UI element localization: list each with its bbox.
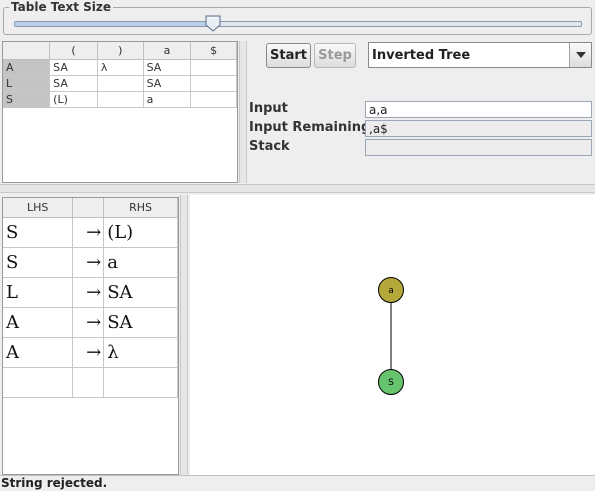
grammar-header-lhs[interactable]: LHS bbox=[3, 198, 74, 218]
parse-table-row: A SA λ SA bbox=[3, 59, 237, 76]
input-field[interactable]: a,a bbox=[365, 101, 592, 118]
main-split-divider[interactable] bbox=[0, 184, 595, 193]
parse-table-header-lparen: ( bbox=[49, 42, 98, 60]
grammar-rhs-cell[interactable]: λ bbox=[103, 337, 178, 368]
grammar-arrow-cell: → bbox=[72, 217, 105, 248]
parse-table-header-a: a bbox=[143, 42, 192, 60]
grammar-row[interactable]: A → λ bbox=[3, 337, 178, 368]
parse-table-header-rparen: ) bbox=[97, 42, 144, 60]
parse-table-header-row: ( ) a $ bbox=[3, 42, 237, 60]
stack-label: Stack bbox=[249, 139, 290, 154]
grammar-rhs-cell[interactable]: SA bbox=[103, 277, 178, 308]
parse-tree-view: a S bbox=[190, 195, 595, 475]
parse-table-row-head: A bbox=[3, 59, 51, 76]
grammar-header-row: LHS RHS bbox=[3, 198, 178, 218]
step-button[interactable]: Step bbox=[314, 43, 356, 68]
parse-table-row-head: S bbox=[3, 91, 51, 108]
grammar-row[interactable]: S → (L) bbox=[3, 217, 178, 248]
table-text-size-title: Table Text Size bbox=[9, 0, 114, 14]
chevron-down-icon[interactable] bbox=[569, 43, 591, 67]
grammar-panel: LHS RHS S → (L) S → a L → SA A bbox=[2, 197, 179, 475]
parse-table-cell[interactable]: SA bbox=[49, 59, 98, 76]
stack-field bbox=[365, 139, 592, 156]
parse-table-cell[interactable]: λ bbox=[97, 59, 144, 76]
status-message: String rejected. bbox=[0, 475, 595, 491]
parse-table-cell[interactable] bbox=[190, 91, 237, 108]
parse-table-row-head: L bbox=[3, 75, 51, 92]
text-size-slider-thumb[interactable] bbox=[205, 15, 221, 32]
table-text-size-group: Table Text Size bbox=[3, 0, 592, 35]
grammar-lhs-cell[interactable]: S bbox=[3, 247, 74, 278]
parse-table-row: L SA SA bbox=[3, 75, 237, 92]
grammar-rhs-cell[interactable]: a bbox=[103, 247, 178, 278]
parse-table-cell[interactable]: SA bbox=[143, 59, 192, 76]
grammar-rhs-cell[interactable]: (L) bbox=[103, 217, 178, 248]
top-split-divider[interactable] bbox=[239, 41, 247, 183]
parse-table-header-dollar: $ bbox=[190, 42, 237, 60]
grammar-arrow-cell: → bbox=[72, 277, 105, 308]
parse-table: ( ) a $ A SA λ SA L SA SA S bbox=[3, 42, 237, 108]
tree-node-top[interactable]: a bbox=[378, 277, 404, 303]
grammar-lhs-cell[interactable] bbox=[3, 367, 74, 398]
grammar-row[interactable]: L → SA bbox=[3, 277, 178, 308]
view-mode-select[interactable]: Inverted Tree bbox=[368, 42, 592, 68]
grammar-lhs-cell[interactable]: A bbox=[3, 337, 74, 368]
tree-node-bottom-circle bbox=[378, 369, 404, 395]
grammar-lhs-cell[interactable]: L bbox=[3, 277, 74, 308]
parse-table-cell[interactable] bbox=[97, 91, 144, 108]
tree-node-bottom-label: S bbox=[388, 378, 394, 388]
parse-table-header-corner bbox=[3, 42, 51, 60]
input-remaining-field: ,a$ bbox=[365, 120, 592, 137]
parse-table-row: S (L) a bbox=[3, 91, 237, 108]
parse-tree-canvas: a S bbox=[378, 277, 404, 395]
text-size-slider-fill bbox=[15, 22, 214, 26]
grammar-lhs-cell[interactable]: S bbox=[3, 217, 74, 248]
grammar-rhs-cell[interactable] bbox=[103, 367, 178, 398]
grammar-header-arrow[interactable] bbox=[72, 198, 105, 218]
input-remaining-label: Input Remaining bbox=[249, 120, 371, 135]
grammar-header-rhs[interactable]: RHS bbox=[103, 198, 178, 218]
grammar-arrow-cell: → bbox=[72, 337, 105, 368]
grammar-row[interactable]: S → a bbox=[3, 247, 178, 278]
grammar-arrow-cell: → bbox=[72, 247, 105, 278]
input-label: Input bbox=[249, 101, 288, 116]
grammar-row-empty[interactable] bbox=[3, 367, 178, 398]
parse-table-cell[interactable]: a bbox=[143, 91, 192, 108]
grammar-arrow-cell: → bbox=[72, 307, 105, 338]
parse-table-panel: ( ) a $ A SA λ SA L SA SA S bbox=[2, 41, 238, 183]
parse-table-cell[interactable]: SA bbox=[49, 75, 98, 92]
parse-table-cell[interactable]: SA bbox=[143, 75, 192, 92]
parse-table-cell[interactable] bbox=[190, 59, 237, 76]
grammar-lhs-cell[interactable]: A bbox=[3, 307, 74, 338]
bottom-split-divider[interactable] bbox=[180, 195, 188, 475]
tree-node-top-label: a bbox=[388, 286, 394, 296]
start-button[interactable]: Start bbox=[266, 43, 311, 68]
view-mode-select-value: Inverted Tree bbox=[372, 47, 471, 63]
grammar-arrow-cell bbox=[72, 367, 105, 398]
parse-table-cell[interactable] bbox=[97, 75, 144, 92]
text-size-slider-track[interactable] bbox=[14, 21, 582, 27]
parse-table-cell[interactable] bbox=[190, 75, 237, 92]
tree-node-top-circle bbox=[378, 277, 404, 303]
grammar-table: LHS RHS S → (L) S → a L → SA A bbox=[3, 198, 178, 398]
tree-node-bottom[interactable]: S bbox=[378, 369, 404, 395]
parse-table-cell[interactable]: (L) bbox=[49, 91, 98, 108]
grammar-rhs-cell[interactable]: SA bbox=[103, 307, 178, 338]
grammar-row[interactable]: A → SA bbox=[3, 307, 178, 338]
